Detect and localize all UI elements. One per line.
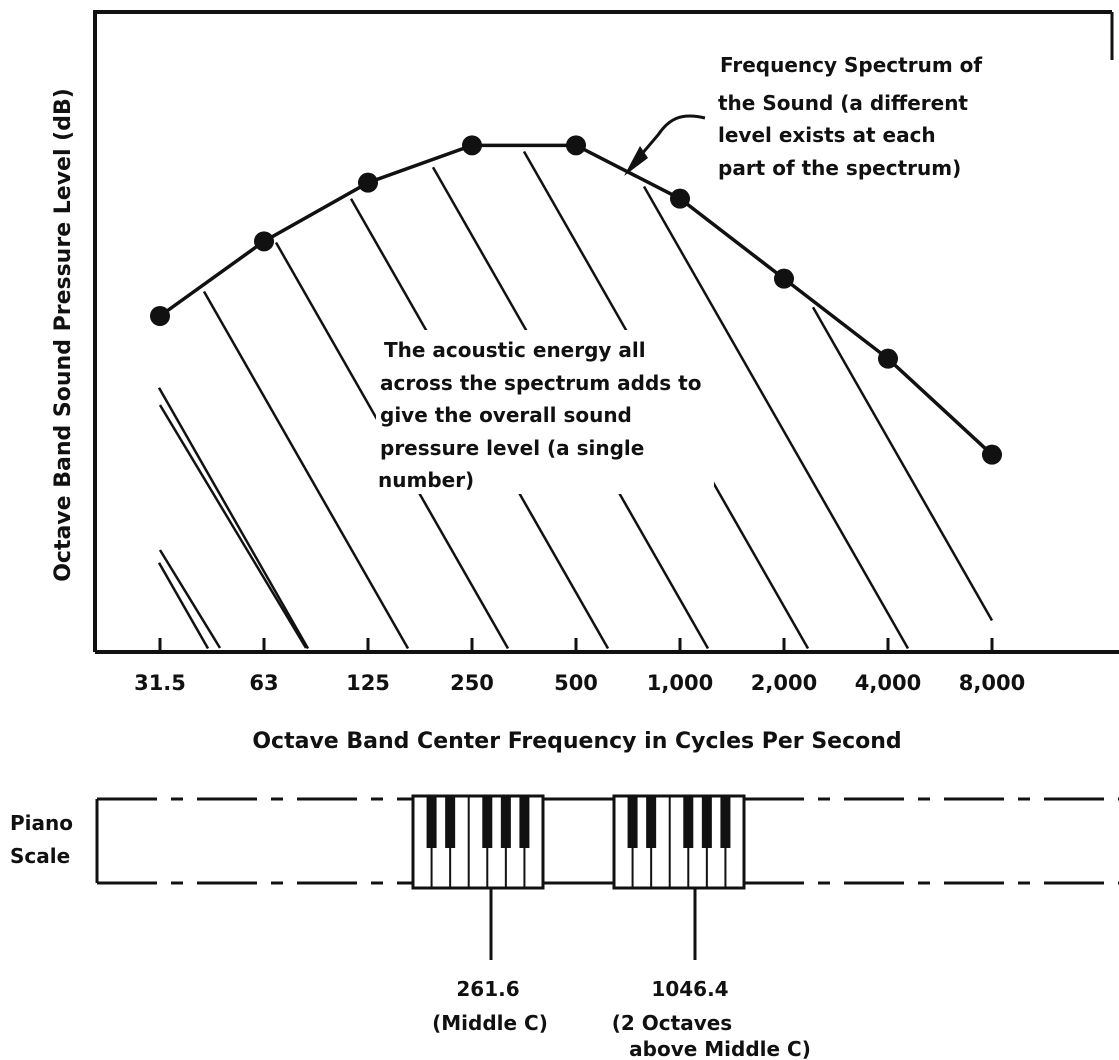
- hatch-line: [202, 290, 410, 650]
- y-axis-title: Octave Band Sound Pressure Level (dB): [51, 88, 76, 582]
- middle-c-keyboard: [411, 794, 545, 890]
- hatch-line: [158, 404, 308, 649]
- spectrum-point-6: [774, 268, 794, 289]
- two-octaves-frequency: 1046.4: [651, 977, 728, 1001]
- spectrum-point-5: [670, 188, 690, 209]
- x-tick-label-3: 250: [450, 671, 494, 695]
- x-tick-label-7: 4,000: [855, 671, 921, 695]
- spectrum-point-8: [982, 444, 1002, 465]
- middle-c-keyboard-black-key: [500, 796, 511, 848]
- spectrum-point-4: [566, 135, 586, 156]
- middle-c-keyboard-black-key: [482, 796, 493, 848]
- x-tick-label-6: 2,000: [751, 671, 817, 695]
- energy-note-backdrop: [376, 330, 714, 494]
- acoustic-energy-hatching: [157, 150, 994, 650]
- spectrum-note-line-4: part of the spectrum): [718, 156, 961, 180]
- hatch-line: [157, 387, 310, 650]
- x-tick-label-8: 8,000: [959, 671, 1025, 695]
- x-tick-label-2: 125: [346, 671, 390, 695]
- upper-c-keyboard-black-key: [701, 796, 712, 848]
- middle-c-caption: (Middle C): [432, 1011, 548, 1035]
- energy-note-line-2: across the spectrum adds to: [380, 371, 701, 395]
- energy-note-line-4: pressure level (a single: [380, 436, 644, 460]
- x-tick-label-5: 1,000: [647, 671, 713, 695]
- spectrum-pointer-arrowhead: [624, 146, 648, 176]
- piano-keyboards: [411, 794, 746, 890]
- piano-label-line-1: Piano: [10, 811, 73, 835]
- upper-c-keyboard-black-key: [683, 796, 694, 848]
- spectrum-pointer-arrow: [628, 114, 706, 169]
- x-tick-label-1: 63: [249, 671, 278, 695]
- energy-note-line-1: The acoustic energy all: [384, 338, 646, 362]
- middle-c-keyboard-black-key: [519, 796, 530, 848]
- energy-note-line-5: number): [378, 468, 474, 492]
- spectrum-series: [150, 135, 1002, 465]
- piano-scale: Piano Scale 261.6 (Middle C) 1046.4 (2 O…: [10, 794, 1119, 1060]
- spectrum-note-line-2: the Sound (a different: [718, 91, 968, 115]
- spectrum-point-2: [358, 172, 378, 193]
- hatch-line: [157, 562, 210, 650]
- middle-c-frequency: 261.6: [456, 977, 519, 1001]
- upper-c-keyboard-black-key: [627, 796, 638, 848]
- middle-c-keyboard-black-key: [426, 796, 437, 848]
- middle-c-keyboard-black-key: [445, 796, 456, 848]
- spectrum-annotation: Frequency Spectrum of the Sound (a diffe…: [624, 53, 982, 180]
- energy-note-line-3: give the overall sound: [380, 403, 632, 427]
- spectrum-point-1: [254, 231, 274, 252]
- hatch-line: [642, 185, 910, 650]
- two-octaves-caption-line-1: (2 Octaves: [612, 1011, 732, 1035]
- spectrum-point-7: [878, 348, 898, 369]
- hatch-line: [158, 549, 222, 649]
- x-tick-label-4: 500: [554, 671, 598, 695]
- hatch-line: [811, 306, 994, 622]
- upper-c-keyboard: [612, 794, 746, 890]
- upper-c-keyboard-black-key: [646, 796, 657, 848]
- piano-band-outline: [95, 797, 1119, 885]
- x-axis-ticks: [158, 638, 994, 652]
- piano-label-line-2: Scale: [10, 844, 70, 868]
- upper-c-keyboard-black-key: [720, 796, 731, 848]
- spectrum-point-3: [462, 135, 482, 156]
- x-tick-labels: 31.5 63 125 250 500 1,000 2,000 4,000 8,000: [134, 671, 1025, 695]
- energy-annotation: The acoustic energy all across the spect…: [376, 330, 714, 494]
- x-axis-title: Octave Band Center Frequency in Cycles P…: [252, 729, 901, 754]
- spectrum-note-line-3: level exists at each: [718, 123, 936, 147]
- spectrum-point-0: [150, 306, 170, 326]
- plot-frame: [93, 10, 1112, 652]
- spectrum-note-line-1: Frequency Spectrum of: [720, 53, 982, 77]
- x-tick-label-0: 31.5: [134, 671, 186, 695]
- two-octaves-caption-line-2: above Middle C): [629, 1037, 811, 1060]
